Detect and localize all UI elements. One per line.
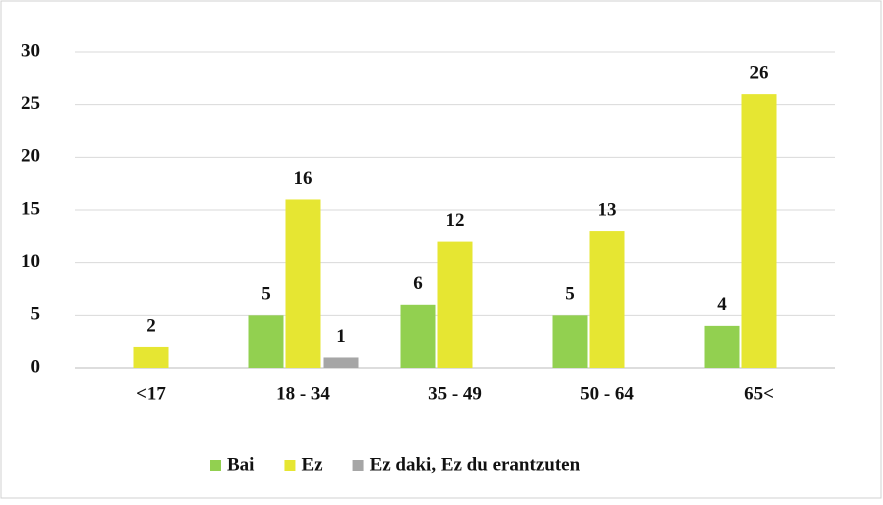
y-tick-label: 5 xyxy=(31,304,41,325)
bar xyxy=(589,231,625,368)
x-tick-label: 35 - 49 xyxy=(428,383,482,404)
data-label: 1 xyxy=(336,326,346,347)
x-tick-label: 65< xyxy=(744,383,774,404)
legend-label: Ez daki, Ez du erantzuten xyxy=(370,454,581,475)
legend-swatch xyxy=(352,460,364,471)
x-tick-label: 18 - 34 xyxy=(276,383,330,404)
y-tick-label: 25 xyxy=(21,93,40,114)
y-tick-label: 20 xyxy=(21,146,40,167)
legend-swatch xyxy=(284,460,296,471)
data-label: 4 xyxy=(717,294,727,315)
y-tick-label: 10 xyxy=(21,251,40,272)
data-label: 13 xyxy=(598,199,617,220)
data-label: 12 xyxy=(446,210,465,231)
legend-label: Ez xyxy=(301,454,323,475)
data-label: 16 xyxy=(294,168,313,189)
bar xyxy=(400,304,436,368)
data-label: 6 xyxy=(413,273,423,294)
bar xyxy=(248,315,284,368)
bar xyxy=(285,199,321,368)
x-tick-label: 50 - 64 xyxy=(580,383,634,404)
data-label: 5 xyxy=(261,284,271,305)
data-label: 5 xyxy=(565,284,575,305)
bar xyxy=(323,357,359,368)
legend-label: Bai xyxy=(227,454,254,475)
bar xyxy=(437,241,473,368)
bar xyxy=(133,346,169,368)
y-tick-label: 30 xyxy=(21,40,40,61)
y-tick-label: 0 xyxy=(31,356,41,377)
bar xyxy=(741,94,777,368)
bar xyxy=(552,315,588,368)
data-label: 2 xyxy=(146,315,156,336)
y-tick-label: 15 xyxy=(21,198,40,219)
bar xyxy=(704,325,740,368)
data-label: 26 xyxy=(750,62,769,83)
x-tick-label: <17 xyxy=(136,383,166,404)
legend-swatch xyxy=(210,460,221,471)
